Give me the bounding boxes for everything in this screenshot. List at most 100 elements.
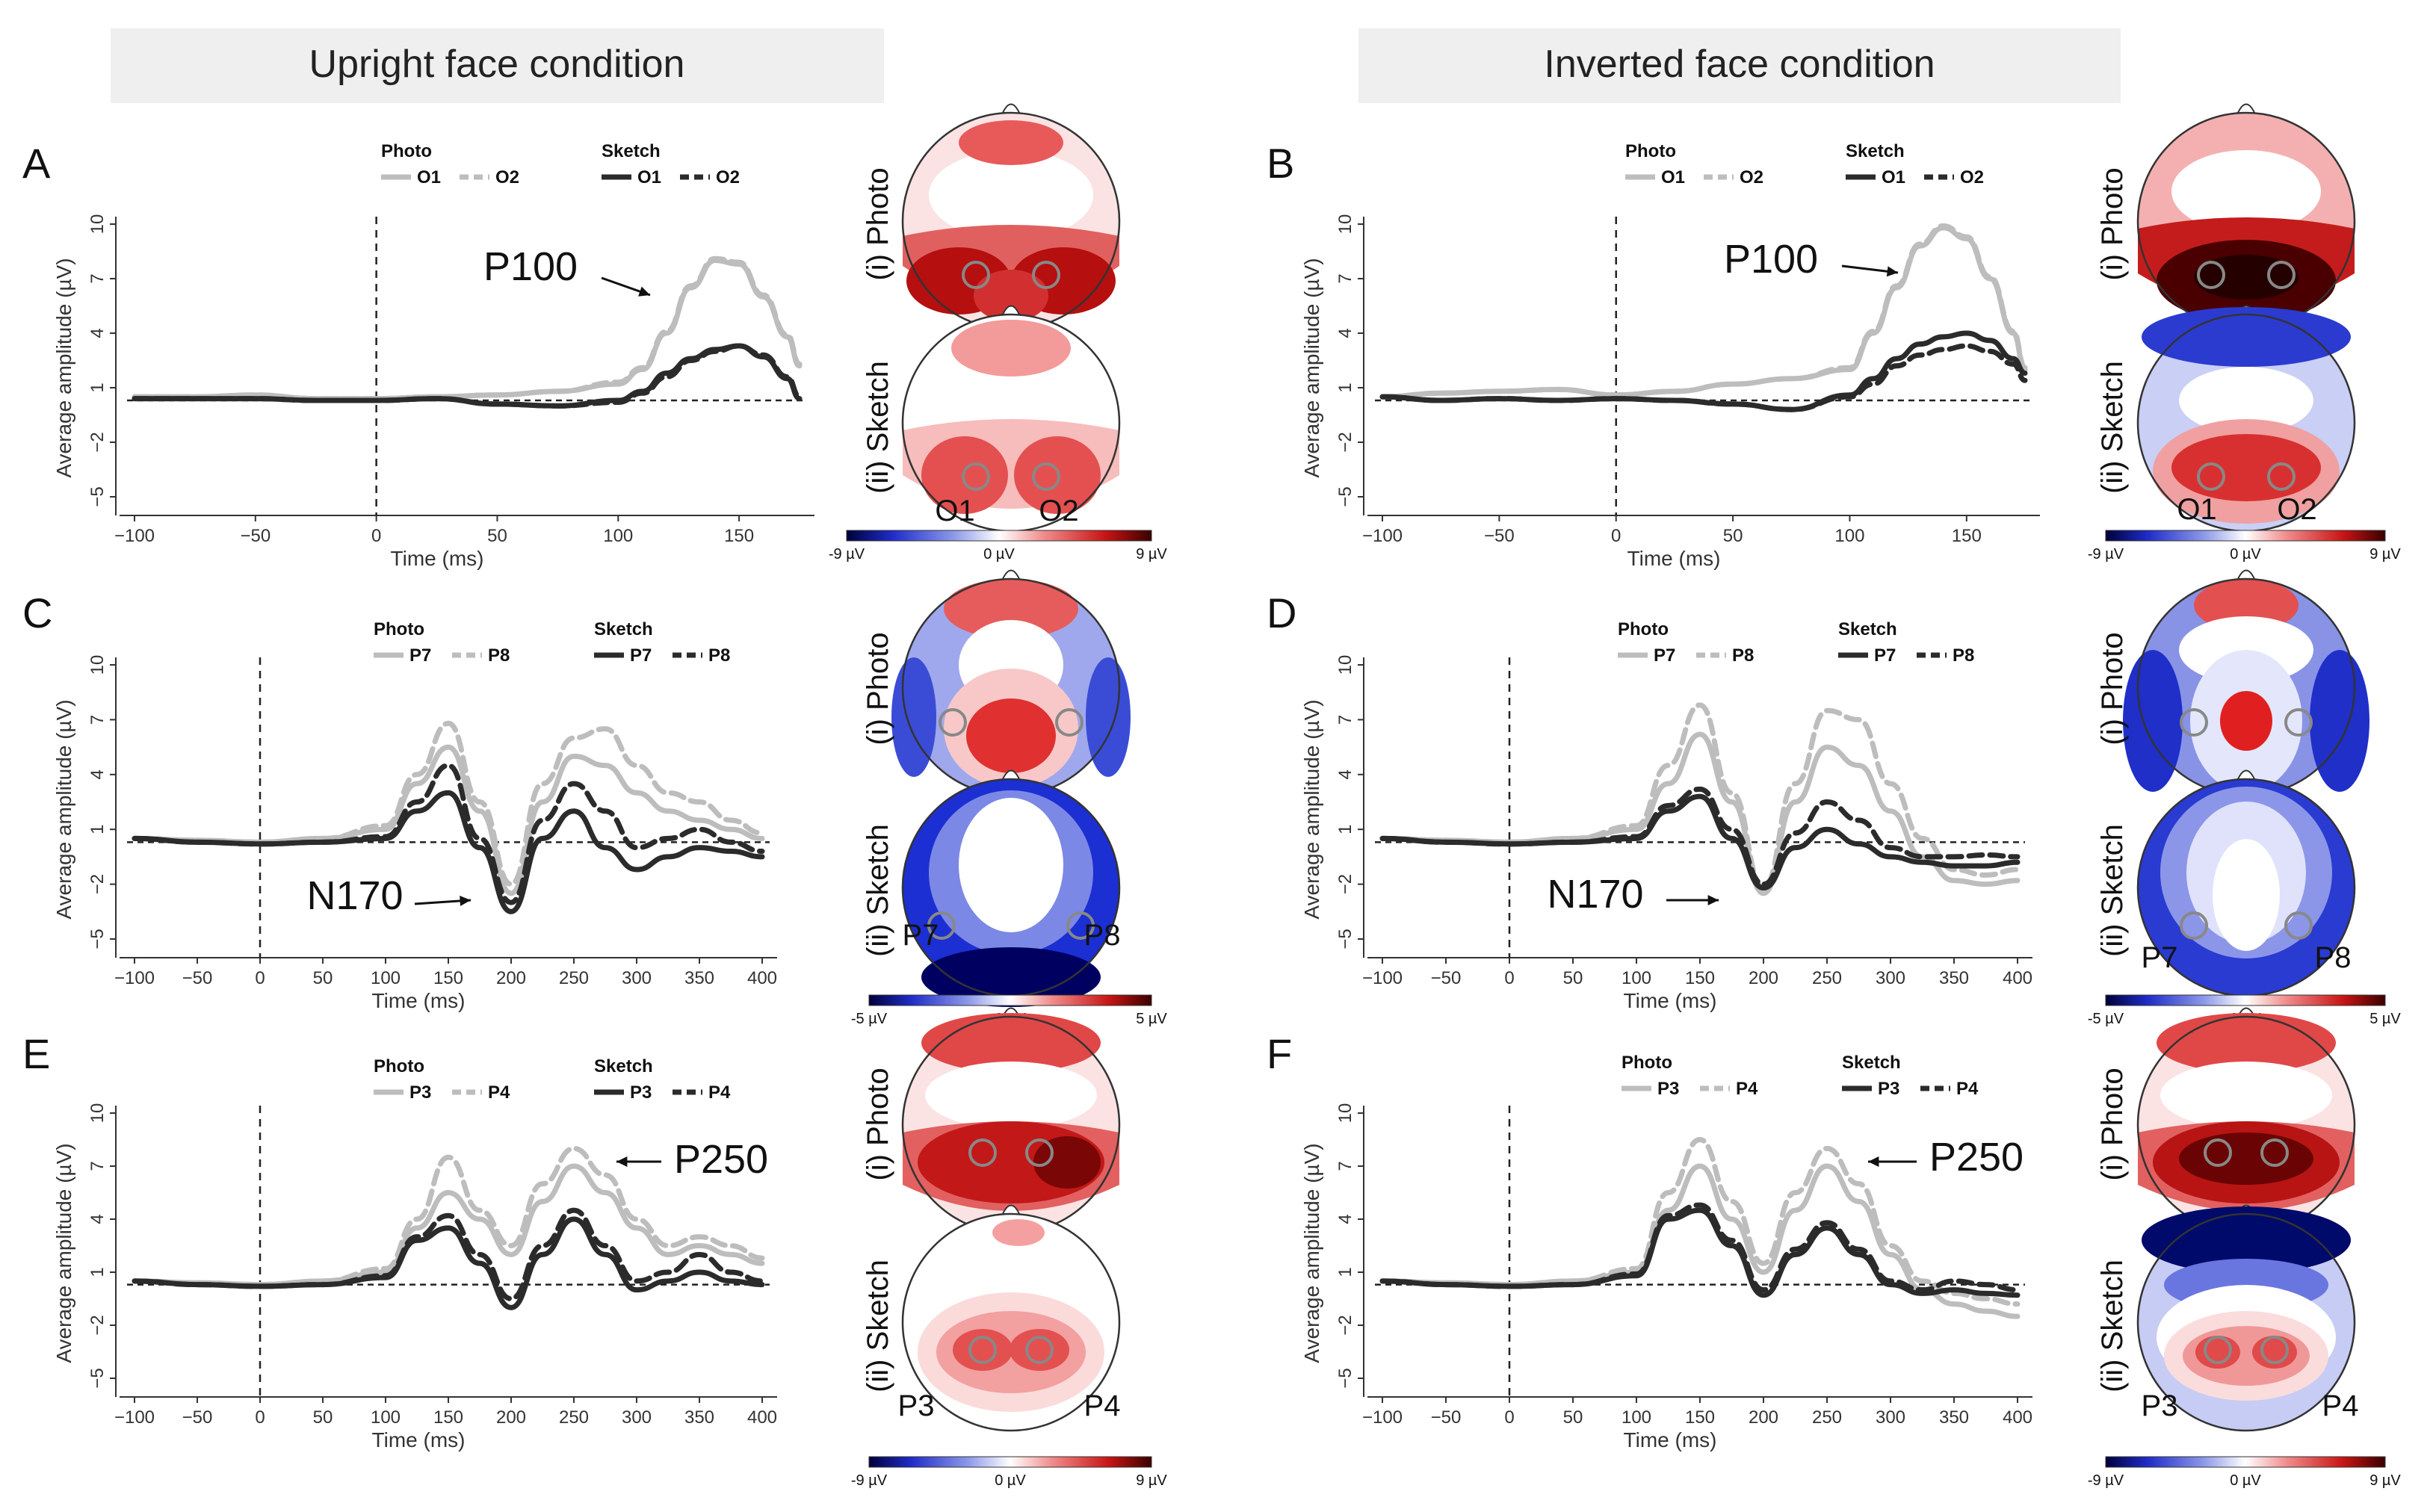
x-tick-label: 100 bbox=[371, 968, 401, 988]
y-tick-label: 1 bbox=[1335, 1267, 1355, 1277]
y-tick-label: −2 bbox=[1335, 432, 1355, 452]
legend-group-title: Sketch bbox=[594, 619, 653, 639]
x-tick-label: 50 bbox=[1723, 526, 1743, 546]
x-axis-label: Time (ms) bbox=[372, 1428, 466, 1451]
x-axis-label: Time (ms) bbox=[1624, 1428, 1717, 1451]
panel-letter-c: C bbox=[22, 589, 52, 636]
legend: Photo P3 P4 Sketch P3 P4 bbox=[1622, 1053, 1979, 1099]
x-tick-label: −50 bbox=[1431, 1407, 1462, 1428]
colorbar-a-max: 9 µV bbox=[1136, 546, 1167, 563]
x-tick-label: 50 bbox=[1563, 968, 1583, 988]
y-tick-label: −5 bbox=[1335, 486, 1355, 506]
x-tick-label: −100 bbox=[1362, 526, 1403, 546]
x-tick-label: 250 bbox=[559, 968, 589, 988]
x-tick-label: 100 bbox=[1834, 526, 1864, 546]
legend-electrode-label: P7 bbox=[1654, 645, 1675, 666]
legend-group-title: Photo bbox=[381, 141, 432, 161]
headmap-d-photo bbox=[2123, 569, 2369, 797]
x-tick-label: 0 bbox=[1504, 968, 1514, 988]
legend-electrode-label: O1 bbox=[417, 167, 441, 188]
headmap-e-photo-label: (i) Photo bbox=[862, 1068, 894, 1180]
panel-letter-d: D bbox=[1267, 589, 1296, 636]
x-tick-label: 350 bbox=[1939, 1407, 1969, 1428]
x-tick-label: 50 bbox=[1563, 1407, 1583, 1428]
x-tick-label: 100 bbox=[1622, 968, 1651, 988]
series-line-photo-p7 bbox=[132, 744, 765, 896]
erp-panel-b: B −100 −50 0 50 100 150 −5 −2 1 4 7 10 Time (ms) Avera… bbox=[1267, 140, 2040, 570]
x-tick-label: 100 bbox=[371, 1407, 401, 1428]
y-tick-label: 10 bbox=[87, 1103, 108, 1124]
colorbar-b-max: 9 µV bbox=[2369, 546, 2401, 563]
series-line-sketch-p8 bbox=[1379, 786, 2021, 887]
y-axis-label: Average amplitude (µV) bbox=[52, 1143, 75, 1363]
x-tick-label: 0 bbox=[255, 1407, 265, 1428]
electrode-label-c-right: P8 bbox=[1084, 919, 1121, 952]
y-axis-label: Average amplitude (µV) bbox=[1300, 699, 1323, 919]
legend-electrode-label: P8 bbox=[488, 645, 510, 666]
headmap-c-sketch bbox=[901, 769, 1121, 1007]
legend-electrode-label: O2 bbox=[1960, 167, 1984, 188]
y-tick-label: −2 bbox=[1335, 874, 1355, 894]
legend-group-title: Photo bbox=[1622, 1053, 1672, 1073]
x-tick-label: 400 bbox=[747, 1407, 777, 1428]
upright-header-title: Upright face condition bbox=[309, 43, 685, 86]
legend-group-title: Photo bbox=[1618, 619, 1669, 639]
y-tick-label: 4 bbox=[1335, 1214, 1355, 1224]
electrode-label-d-right: P8 bbox=[2315, 941, 2352, 974]
legend-electrode-label: P3 bbox=[1657, 1079, 1679, 1099]
y-tick-label: 4 bbox=[1335, 769, 1355, 779]
legend-electrode-label: O2 bbox=[716, 167, 740, 188]
colorbar-a-min: -9 µV bbox=[829, 546, 865, 563]
panel-letter-f: F bbox=[1267, 1030, 1292, 1077]
x-tick-label: 50 bbox=[313, 1407, 333, 1428]
peak-arrow-head-icon bbox=[638, 286, 650, 297]
headmap-f-sketch bbox=[2136, 1204, 2356, 1432]
colorbar-a bbox=[846, 530, 1152, 542]
y-tick-label: −5 bbox=[1335, 929, 1355, 949]
legend-group-title: Sketch bbox=[1838, 619, 1897, 639]
legend-group-title: Sketch bbox=[602, 141, 661, 161]
headmap-group-d: (i) Photo (ii) Sketch P7 P8 -5 µV 0 µV 5… bbox=[2088, 569, 2401, 1027]
x-tick-label: 250 bbox=[1812, 968, 1842, 988]
colorbar-b bbox=[2105, 530, 2386, 542]
x-tick-label: −100 bbox=[114, 1407, 155, 1428]
legend-electrode-label: P7 bbox=[1874, 645, 1896, 666]
y-axis-label: Average amplitude (µV) bbox=[1300, 1143, 1323, 1363]
x-tick-label: 0 bbox=[1611, 526, 1621, 546]
headmap-d-sketch-label: (ii) Sketch bbox=[2096, 824, 2129, 957]
legend-electrode-label: P3 bbox=[630, 1082, 652, 1103]
x-tick-label: −50 bbox=[1431, 968, 1462, 988]
headmap-c-photo-label: (i) Photo bbox=[862, 632, 894, 745]
legend-electrode-label: P3 bbox=[1878, 1079, 1899, 1099]
peak-label: P250 bbox=[1929, 1135, 2024, 1180]
y-tick-label: −2 bbox=[87, 874, 108, 894]
x-tick-label: 350 bbox=[1939, 968, 1969, 988]
headmap-a-sketch-label: (ii) Sketch bbox=[862, 361, 894, 494]
x-tick-label: 50 bbox=[313, 968, 333, 988]
legend-electrode-label: P4 bbox=[708, 1082, 731, 1103]
series-line-sketch-p4 bbox=[132, 1207, 765, 1302]
x-tick-label: −100 bbox=[114, 526, 155, 546]
legend-electrode-label: O1 bbox=[1661, 167, 1685, 188]
colorbar-a-mid: 0 µV bbox=[983, 546, 1015, 563]
colorbar-d bbox=[2105, 994, 2386, 1006]
series-line-photo-o2 bbox=[132, 255, 803, 402]
legend-electrode-label: P8 bbox=[1953, 645, 1974, 666]
y-tick-label: −5 bbox=[1335, 1368, 1355, 1388]
x-tick-label: 0 bbox=[371, 526, 381, 546]
peak-arrow-head-icon bbox=[1868, 1156, 1879, 1167]
electrode-label-e-left: P3 bbox=[898, 1389, 935, 1422]
erp-panel-d: D −100 −50 0 50 100 150 200 250 300 350 400 −5 −2 1 4 7 1… bbox=[1267, 589, 2032, 1012]
colorbar-e-min: -9 µV bbox=[851, 1472, 888, 1489]
series-line-photo-o2 bbox=[1379, 223, 2028, 400]
x-tick-label: −100 bbox=[114, 968, 155, 988]
legend-electrode-label: O1 bbox=[637, 167, 661, 188]
y-tick-label: −2 bbox=[1335, 1315, 1355, 1335]
legend: Photo P7 P8 Sketch P7 P8 bbox=[374, 619, 730, 666]
y-tick-label: 4 bbox=[1335, 328, 1355, 338]
peak-label: N170 bbox=[306, 873, 403, 918]
electrode-label-c-left: P7 bbox=[903, 919, 939, 952]
x-tick-label: 300 bbox=[1876, 968, 1905, 988]
headmap-group-b: (i) Photo (ii) Sketch O1 O2 -9 µV 0 µV 9… bbox=[2088, 103, 2401, 563]
